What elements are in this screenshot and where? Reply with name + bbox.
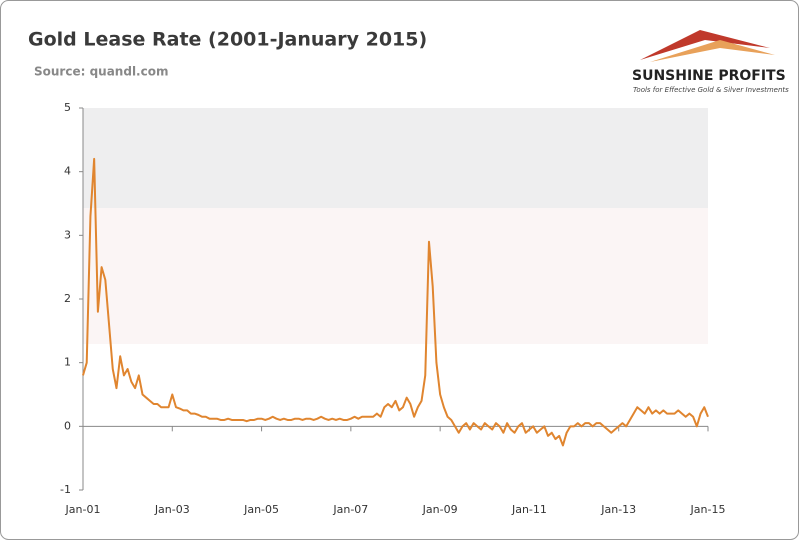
- x-tick-label: Jan-07: [332, 503, 368, 516]
- y-tick-label: 5: [64, 101, 71, 114]
- x-tick-label: Jan-15: [690, 503, 726, 516]
- y-tick-label: 4: [64, 165, 71, 178]
- x-tick-label: Jan-09: [422, 503, 458, 516]
- y-tick-label: 3: [64, 228, 71, 241]
- logo-swoosh: [650, 40, 775, 62]
- logo-swoosh: [640, 30, 770, 60]
- x-tick-label: Jan-03: [154, 503, 190, 516]
- band: [83, 108, 708, 208]
- tagline: Tools for Effective Gold & Silver Invest…: [633, 86, 789, 94]
- x-tick-label: Jan-11: [511, 503, 547, 516]
- subtitle: Source: quandl.com: [34, 65, 168, 79]
- y-tick-label: 1: [64, 356, 71, 369]
- y-tick-label: 0: [64, 419, 71, 432]
- band: [83, 208, 708, 344]
- x-tick-label: Jan-13: [600, 503, 636, 516]
- x-tick-label: Jan-01: [65, 503, 101, 516]
- y-tick-label: -1: [60, 483, 71, 496]
- series-line: [82, 157, 709, 447]
- logo: [640, 30, 775, 62]
- chart-title: Gold Lease Rate (2001-January 2015): [28, 29, 427, 51]
- brand: SUNSHINE PROFITS: [632, 68, 786, 84]
- x-tick-label: Jan-05: [243, 503, 279, 516]
- y-tick-label: 2: [64, 292, 71, 305]
